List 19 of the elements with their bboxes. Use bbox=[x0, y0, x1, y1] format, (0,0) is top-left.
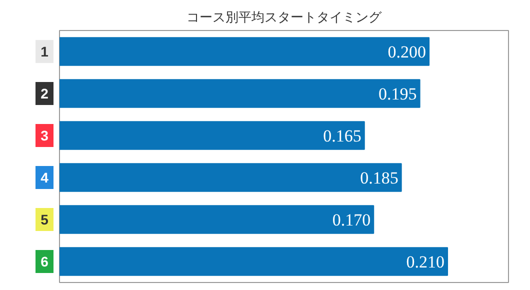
y-tick-label: 3 bbox=[40, 128, 49, 144]
bar bbox=[60, 205, 374, 234]
bar bbox=[60, 37, 430, 66]
y-tick-label: 6 bbox=[40, 254, 49, 270]
y-tick-label: 1 bbox=[40, 44, 49, 60]
data-label: 0.200 bbox=[388, 42, 426, 62]
data-label: 0.170 bbox=[332, 210, 371, 230]
data-label: 0.210 bbox=[406, 252, 445, 272]
bar bbox=[60, 121, 365, 150]
data-label: 0.165 bbox=[323, 126, 362, 146]
data-label: 0.195 bbox=[378, 84, 417, 104]
y-tick-label: 5 bbox=[40, 212, 49, 228]
y-tick-label: 2 bbox=[40, 86, 49, 102]
bar bbox=[60, 163, 402, 192]
bar bbox=[60, 247, 448, 276]
data-label: 0.185 bbox=[360, 168, 398, 188]
y-tick-label: 4 bbox=[40, 170, 49, 186]
chart-title: コース別平均スタートタイミング bbox=[186, 10, 382, 26]
bar bbox=[60, 79, 420, 108]
